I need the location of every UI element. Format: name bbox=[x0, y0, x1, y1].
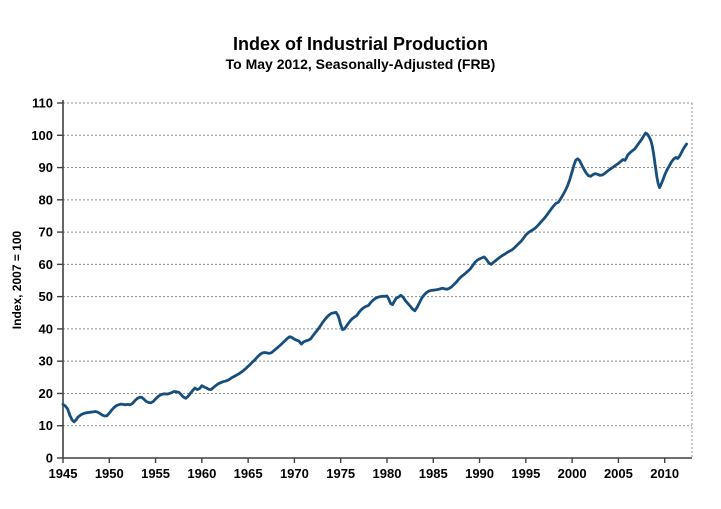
y-tick-label: 0 bbox=[46, 451, 53, 466]
x-tick-label: 1950 bbox=[95, 466, 124, 481]
x-tick-label: 1985 bbox=[419, 466, 448, 481]
y-tick-label: 100 bbox=[31, 128, 53, 143]
series-line bbox=[61, 131, 688, 424]
x-tick-label: 1960 bbox=[187, 466, 216, 481]
chart-title: Index of Industrial Production bbox=[232, 34, 488, 54]
y-tick-label: 90 bbox=[39, 160, 53, 175]
x-tick-label: 1975 bbox=[326, 466, 355, 481]
x-tick-label: 1970 bbox=[280, 466, 309, 481]
y-axis-ticks: 0 10 20 30 40 50 60 70 80 90 100 110 bbox=[31, 96, 63, 466]
y-tick-label: 60 bbox=[39, 257, 53, 272]
gridlines bbox=[63, 102, 693, 458]
x-tick-label: 2005 bbox=[604, 466, 633, 481]
industrial-production-line bbox=[61, 131, 688, 424]
y-tick-label: 70 bbox=[39, 225, 53, 240]
y-tick-label: 30 bbox=[39, 354, 53, 369]
y-tick-label: 20 bbox=[39, 386, 53, 401]
x-tick-label: 1995 bbox=[511, 466, 540, 481]
y-tick-label: 80 bbox=[39, 192, 53, 207]
axes bbox=[62, 100, 692, 459]
y-tick-label: 50 bbox=[39, 289, 53, 304]
x-axis-ticks: 1945 1950 1955 1960 1965 1970 1975 1980 1985 1990… bbox=[49, 458, 679, 481]
y-tick-label: 10 bbox=[39, 418, 53, 433]
x-tick-label: 1965 bbox=[234, 466, 263, 481]
x-tick-label: 2000 bbox=[558, 466, 587, 481]
x-tick-label: 1945 bbox=[49, 466, 78, 481]
x-tick-label: 1980 bbox=[373, 466, 402, 481]
y-tick-label: 110 bbox=[32, 96, 53, 111]
y-tick-label: 40 bbox=[39, 321, 53, 336]
x-tick-label: 1955 bbox=[141, 466, 170, 481]
x-tick-label: 1990 bbox=[465, 466, 494, 481]
chart-subtitle: To May 2012, Seasonally-Adjusted (FRB) bbox=[225, 56, 496, 72]
x-tick-label: 2010 bbox=[650, 466, 679, 481]
